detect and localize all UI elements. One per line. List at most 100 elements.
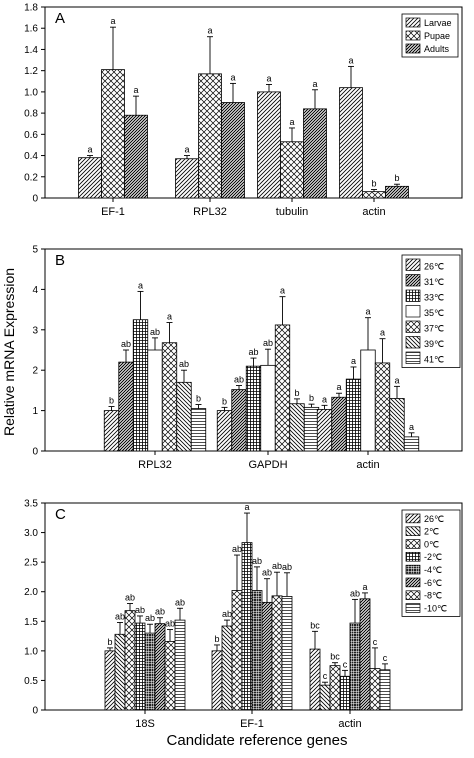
x-tick-label: tubulin: [276, 206, 308, 218]
y-tick-label: 0.2: [24, 172, 38, 183]
legend: Larvae Pupae Adults: [401, 13, 459, 58]
bar: [176, 381, 192, 452]
significance-letter: a: [336, 382, 341, 392]
bar: [316, 408, 333, 452]
significance-letter: a: [184, 145, 189, 155]
legend-label: 2℃: [424, 527, 439, 537]
bar: [271, 595, 283, 711]
legend-label: -8℃: [424, 591, 442, 601]
x-tick-label: actin: [338, 718, 361, 730]
y-tick-label: 0: [32, 194, 38, 205]
x-tick-label: EF-1: [240, 718, 264, 730]
legend-label: -4℃: [424, 565, 442, 575]
significance-letter: a: [362, 582, 367, 592]
significance-letter: ab: [165, 619, 175, 629]
legend-label: 35℃: [424, 308, 444, 318]
bar: [360, 349, 376, 452]
y-axis-title: Relative mRNA Expression: [1, 268, 17, 436]
legend-swatch: [405, 603, 421, 613]
significance-letter: a: [312, 79, 317, 89]
x-tick-label: RPL32: [138, 459, 172, 471]
significance-letter: ab: [262, 568, 272, 578]
bar: [374, 362, 391, 452]
legend-swatch: [405, 564, 421, 575]
significance-letter: a: [230, 72, 235, 82]
bar: [144, 632, 156, 711]
bar: [101, 69, 125, 199]
bar: [359, 598, 371, 711]
legend-label: 26℃: [424, 514, 444, 524]
significance-letter: a: [266, 73, 271, 83]
bar: [281, 596, 293, 711]
bar: [198, 73, 222, 199]
significance-letter: b: [214, 634, 219, 644]
bar: [241, 542, 253, 711]
y-tick-label: 1.8: [24, 3, 38, 14]
significance-letter: a: [207, 26, 212, 36]
bar: [345, 378, 362, 452]
significance-letter: bc: [330, 652, 340, 662]
significance-letter: a: [351, 356, 356, 366]
bar: [154, 623, 166, 711]
legend-swatch: [405, 577, 421, 588]
significance-letter: ab: [155, 607, 165, 617]
legend-label: 31℃: [424, 277, 444, 287]
significance-letter: b: [294, 388, 299, 398]
legend-swatch: [405, 590, 421, 600]
significance-letter: a: [87, 145, 92, 155]
bar: [389, 398, 405, 452]
bar: [103, 410, 120, 452]
significance-letter: b: [196, 394, 201, 404]
bar: [260, 364, 276, 452]
y-tick-label: 3.0: [24, 528, 38, 539]
significance-letter: a: [289, 117, 294, 127]
bar: [104, 650, 116, 711]
significance-letter: bc: [310, 620, 320, 630]
significance-letter: ab: [125, 593, 135, 603]
x-tick-label: 18S: [135, 718, 155, 730]
bar: [379, 669, 391, 711]
bar: [309, 648, 321, 711]
significance-letter: ab: [282, 562, 292, 572]
panel-A: A 0 0.2 0.4 0.6 0.8 1.0 1.2 1.4 1.6 1.8 a a a EF-1 a a a R…: [24, 3, 463, 218]
significance-letter: c: [343, 659, 348, 669]
significance-letter: b: [394, 173, 399, 183]
bar: [221, 102, 245, 199]
panel-label: C: [55, 506, 66, 523]
y-tick-label: 2.0: [24, 587, 38, 598]
significance-letter: ab: [175, 597, 185, 607]
y-tick-label: 1.6: [24, 24, 38, 35]
bar: [211, 650, 223, 711]
y-tick-label: 0.8: [24, 109, 38, 120]
bar: [349, 622, 361, 711]
y-tick-label: 0: [32, 706, 38, 717]
bar: [216, 410, 233, 452]
significance-letter: a: [280, 286, 285, 296]
panel-B: B012345babaabaabbRPL32bababababbGAPDHaaa…: [32, 245, 463, 471]
x-tick-label: EF-1: [101, 206, 125, 218]
legend-label: 26℃: [424, 262, 444, 272]
bar: [257, 91, 281, 199]
significance-letter: a: [409, 422, 414, 432]
significance-letter: ab: [248, 347, 258, 357]
bar: [147, 349, 163, 452]
legend-label: 0℃: [424, 539, 439, 549]
bar: [261, 601, 273, 711]
bar: [303, 406, 320, 452]
y-tick-label: 2: [32, 366, 38, 377]
y-tick-label: 2.5: [24, 558, 38, 569]
y-tick-label: 0.4: [24, 151, 38, 162]
significance-letter: ab: [232, 544, 242, 554]
significance-letter: ab: [145, 613, 155, 623]
bar: [274, 324, 291, 452]
legend-swatch: [405, 43, 421, 54]
bar: [132, 319, 149, 452]
significance-letter: a: [365, 307, 370, 317]
bar: [124, 114, 148, 199]
bar: [231, 389, 247, 452]
legend-swatch: [405, 526, 421, 536]
y-tick-label: 1: [32, 406, 38, 417]
x-axis-title: Candidate reference genes: [167, 732, 348, 749]
significance-letter: ab: [179, 359, 189, 369]
significance-letter: a: [138, 280, 143, 290]
